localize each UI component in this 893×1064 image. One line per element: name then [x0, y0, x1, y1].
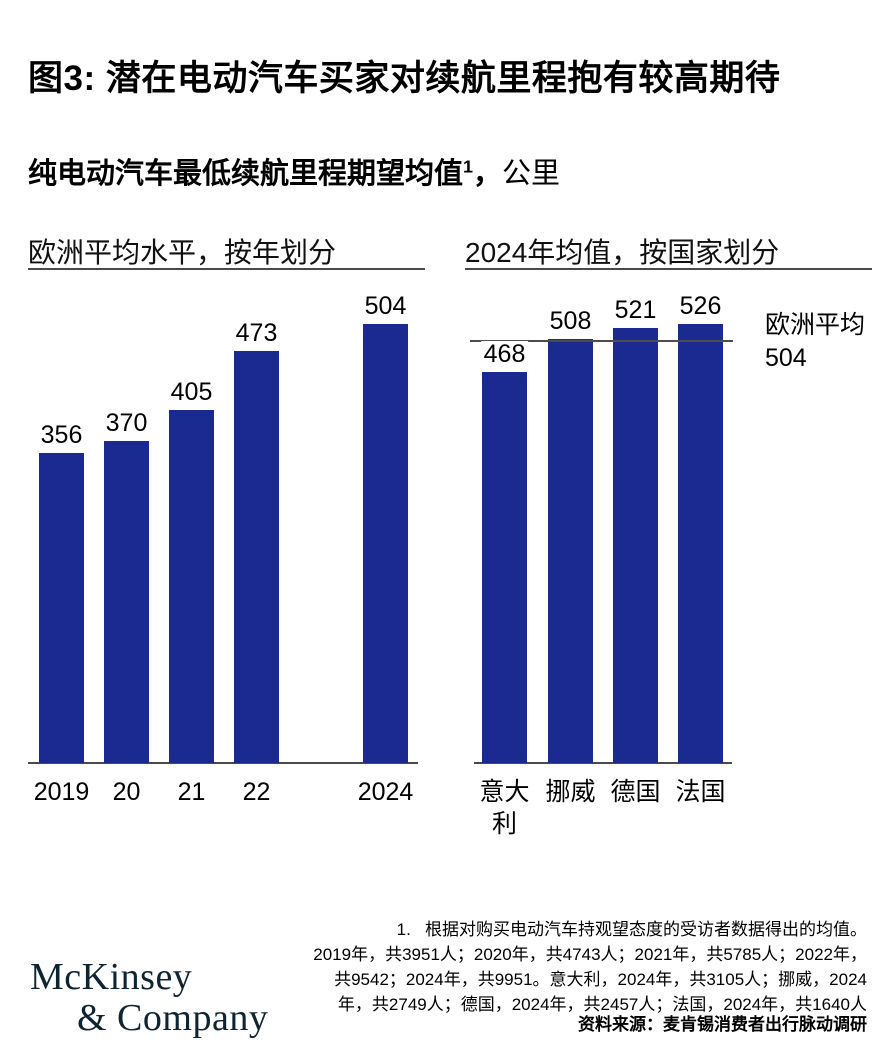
logo-line-2: & Company	[77, 997, 269, 1039]
figure-title: 图3: 潜在电动汽车买家对续航里程抱有较高期待	[28, 59, 781, 98]
footnote-line-4: 年，共2749人；德国，2024年，共2457人；法国，2024年，共1640人	[337, 995, 867, 1014]
footnote-line-3: 共9542；2024年，共9951。意大利，2024年，共3105人；挪威，20…	[334, 970, 867, 989]
bar-value-italy: 468	[480, 341, 529, 367]
european-average-reference-line	[470, 340, 733, 342]
bar-value-2022: 473	[235, 319, 278, 347]
bar-group-germany: 521 德国	[610, 297, 661, 806]
bar-group-norway: 508 挪威	[545, 308, 596, 806]
bar-2020	[104, 441, 149, 763]
footnote-line-1: 1. 根据对购买电动汽车持观望态度的受访者数据得出的均值。	[396, 920, 867, 939]
bar-group-2024: 504 2024	[358, 293, 414, 806]
bar-2021	[169, 410, 214, 763]
x-tick-germany: 德国	[610, 778, 661, 806]
bar-value-france: 526	[676, 293, 725, 319]
bar-2019	[39, 453, 84, 763]
bar-group-italy: 468 意大利	[479, 341, 530, 838]
x-tick-norway: 挪威	[545, 778, 596, 806]
bar-germany	[613, 328, 658, 763]
mckinsey-logo: McKinsey & Company	[30, 958, 268, 1037]
bar-value-germany: 521	[611, 297, 660, 323]
figure-subtitle: 纯电动汽车最低续航里程期望均值1，公里	[28, 150, 858, 192]
bar-group-2019: 356 2019	[34, 422, 90, 806]
bar-value-2021: 405	[170, 378, 213, 406]
bar-group-2021: 405 21	[169, 379, 214, 806]
european-average-label: 欧洲平均 504	[765, 309, 865, 375]
left-chart-header: 欧洲平均水平，按年划分	[28, 237, 337, 268]
source-line: 资料来源：麦肯锡消费者出行脉动调研	[578, 1015, 867, 1034]
bar-group-2022: 473 22	[234, 320, 279, 806]
bar-group-france: 526 法国	[675, 293, 726, 806]
bar-2024	[363, 324, 408, 763]
bar-2022	[234, 351, 279, 763]
x-tick-2022: 22	[242, 778, 271, 806]
bar-value-norway: 508	[546, 308, 595, 334]
european-average-label-text: 欧洲平均	[765, 311, 866, 339]
x-tick-2019: 2019	[33, 778, 90, 806]
footnote-line-2: 2019年，共3951人；2020年，共4743人；2021年，共5785人；2…	[313, 945, 867, 964]
bar-value-2019: 356	[40, 421, 83, 449]
x-tick-2020: 20	[112, 778, 141, 806]
footnote-marker: 1	[463, 156, 474, 177]
right-chart-baseline	[474, 762, 732, 764]
x-tick-2021: 21	[177, 778, 206, 806]
left-header-rule	[28, 268, 425, 270]
bar-italy	[482, 372, 527, 763]
left-chart-baseline	[28, 762, 418, 764]
bar-value-2020: 370	[105, 409, 148, 437]
bar-france	[678, 324, 723, 763]
right-chart-header: 2024年均值，按国家划分	[465, 237, 780, 268]
bar-group-2020: 370 20	[104, 410, 149, 806]
subtitle-unit: 公里	[502, 158, 561, 190]
subtitle-bold-text: 纯电动汽车最低续航里程期望均值	[28, 158, 464, 190]
x-tick-france: 法国	[675, 778, 726, 806]
footnote-block: 1. 根据对购买电动汽车持观望态度的受访者数据得出的均值。 2019年，共395…	[313, 917, 867, 1017]
subtitle-comma: ，	[473, 158, 503, 190]
x-tick-2024: 2024	[357, 778, 414, 806]
european-average-label-value: 504	[765, 344, 807, 372]
right-header-rule	[465, 268, 872, 270]
bar-value-2024: 504	[364, 292, 407, 320]
logo-line-1: McKinsey	[30, 956, 193, 998]
x-tick-italy: 意大利	[479, 778, 530, 838]
bar-norway	[548, 339, 593, 763]
